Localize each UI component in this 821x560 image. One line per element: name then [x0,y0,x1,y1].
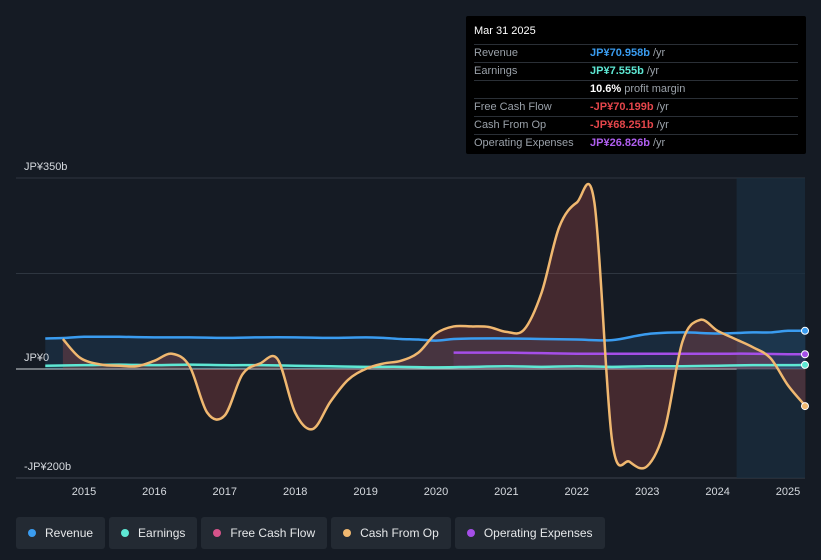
x-tick-label: 2025 [776,486,800,498]
legend-label: Operating Expenses [483,526,593,540]
tooltip-row-unit: /yr [652,47,666,59]
tooltip-row-label: Cash From Op [474,119,547,131]
revenue-line [45,329,806,342]
legend-dot-icon [213,529,222,537]
y-tick-label: JP¥0 [24,352,49,364]
tooltip-row-unit: /yr [656,101,669,113]
earnings-end-point [801,360,809,369]
tooltip-row-value: -JP¥70.199b [590,101,654,113]
cash-fill-area [45,184,806,469]
legend-item[interactable]: Revenue [16,517,106,549]
tooltip-row-label: Operating Expenses [474,137,574,149]
y-axis: JP¥350b JP¥0 -JP¥200b [24,161,71,473]
tooltip-row-value: -JP¥68.251b [590,119,654,131]
tooltip-row-unit: profit margin [624,83,686,95]
legend-label: Earnings [138,526,186,540]
cash-from-op-line [61,183,807,470]
y-tick-label: -JP¥200b [24,461,71,473]
tooltip-row: Free Cash Flow -JP¥70.199b/yr [474,98,798,116]
earnings-line [45,363,806,369]
y-tick-label: JP¥350b [24,161,67,173]
grid [16,177,805,479]
legend-item[interactable]: Earnings [109,517,198,549]
legend-dot-icon [121,529,130,537]
tooltip-row-value: JP¥26.826b [590,137,650,149]
forecast-region [736,178,805,478]
tooltip-row-unit: /yr [646,65,660,77]
revenue-end-point [801,326,809,335]
x-tick-label: 2015 [72,486,96,498]
tooltip-date: Mar 31 2025 [474,25,536,37]
operating-expenses-end-point [801,350,809,359]
legend-label: Revenue [45,526,94,540]
cash-from-op-area [62,184,806,469]
x-tick-label: 2024 [705,486,729,498]
forecast-band [736,178,805,478]
tooltip-row-value: 10.6% [590,83,622,95]
tooltip-row: 10.6% profit margin [474,80,798,98]
legend-item[interactable]: Free Cash Flow [201,517,328,549]
x-tick-label: 2020 [424,486,448,498]
cash-from-op-end-point [801,402,809,411]
tooltip-row-label: Free Cash Flow [474,101,552,113]
tooltip-row: Cash From Op -JP¥68.251b/yr [474,116,798,134]
x-tick-label: 2023 [635,486,659,498]
x-tick-label: 2018 [283,486,307,498]
legend-dot-icon [466,529,475,537]
tooltip-row-unit: /yr [656,119,669,131]
tooltip: Mar 31 2025 Revenue JP¥70.958b/yr Earnings… [466,16,806,154]
tooltip-rows: Revenue JP¥70.958b/yr Earnings JP¥7.555b/yr… [474,44,798,152]
x-tick-label: 2022 [565,486,589,498]
legend-dot-icon [28,529,36,537]
legend-item[interactable]: Cash From Op [331,517,451,549]
x-axis: 2015 2016 2017 2018 2019 2020 2021 2022 2023 2024… [72,486,800,498]
tooltip-row-unit: /yr [652,137,666,149]
chart: JP¥350b JP¥0 -JP¥200b 2015 2016 2017 2018 2019… [16,161,809,498]
tooltip-row-value: JP¥7.555b [590,65,644,77]
legend-label: Cash From Op [360,526,439,540]
tooltip-row: Earnings JP¥7.555b/yr [474,62,798,80]
legend-label: Free Cash Flow [230,526,316,540]
tooltip-row: Operating Expenses JP¥26.826b/yr [474,134,798,152]
operating-expenses-line [453,351,806,356]
x-tick-label: 2017 [213,486,237,498]
legend: Revenue Earnings Free Cash Flow Cash From O… [16,517,605,549]
tooltip-row-label: Revenue [474,47,519,59]
tooltip-row: Revenue JP¥70.958b/yr [474,44,798,62]
legend-dot-icon [343,529,352,537]
legend-item[interactable]: Operating Expenses [454,517,605,549]
tooltip-row-label: Earnings [474,65,518,77]
x-tick-label: 2019 [353,486,377,498]
tooltip-row-value: JP¥70.958b [590,47,650,59]
x-tick-label: 2021 [494,486,518,498]
x-tick-label: 2016 [142,486,166,498]
series-lines [45,183,809,470]
